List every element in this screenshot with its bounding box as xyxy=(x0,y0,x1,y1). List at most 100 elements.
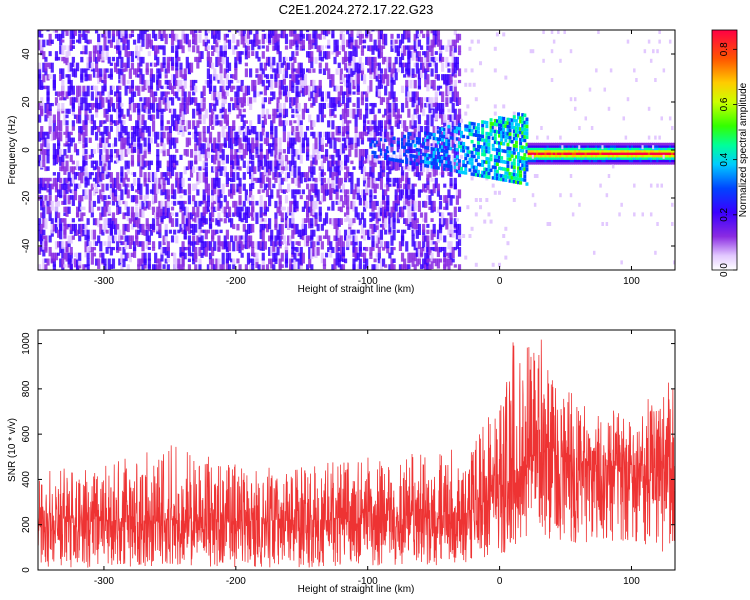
spectrogram-cell xyxy=(42,246,46,257)
spectrogram-cell xyxy=(493,122,497,127)
spectrogram-cell xyxy=(360,45,365,52)
spectrogram-cell xyxy=(405,241,409,252)
spectrogram-cell xyxy=(255,258,259,268)
spectrogram-cell xyxy=(339,160,343,166)
spectrogram-cell xyxy=(367,172,371,180)
spectrogram-cell xyxy=(316,154,320,160)
spectrogram-cell xyxy=(430,79,434,88)
spectrogram-cell xyxy=(84,223,88,235)
spectrogram-cell xyxy=(120,68,124,76)
spectrogram-cell xyxy=(151,45,156,51)
spectrogram-cell xyxy=(63,212,67,216)
spectrogram-cell xyxy=(384,108,388,116)
spectrogram-cell xyxy=(261,68,265,75)
spectrogram-cell xyxy=(82,212,86,217)
spectrogram-cell xyxy=(246,126,251,133)
spectrogram-cell xyxy=(502,178,506,182)
spectrogram-cell xyxy=(350,229,354,235)
spectrogram-cell xyxy=(59,68,63,74)
spectrogram-cell xyxy=(470,157,474,162)
spectrogram-cell xyxy=(162,149,166,157)
spectrogram-cell xyxy=(548,150,552,153)
spectrogram-cell xyxy=(498,126,502,131)
spectrogram-cell xyxy=(291,264,295,270)
spectrogram-cell xyxy=(430,45,434,57)
spectrogram-cell xyxy=(160,189,164,196)
spectrogram-cell xyxy=(512,198,516,202)
spectrogram-cell xyxy=(605,162,609,165)
spectrogram-cell xyxy=(59,189,63,197)
spectrogram-cell xyxy=(346,189,350,195)
spectrogram-cell xyxy=(403,62,407,68)
spectrogram-cell xyxy=(48,102,52,111)
spectrogram-cell xyxy=(206,137,211,148)
spectrogram-cell xyxy=(280,223,284,235)
spectrogram-cell xyxy=(116,102,120,109)
spectrogram-cell xyxy=(284,160,289,171)
spectrogram-cell xyxy=(257,189,261,194)
spectrogram-cell xyxy=(388,56,392,68)
spectrogram-cell xyxy=(97,74,101,84)
spectrogram-cell xyxy=(531,147,535,151)
spectrogram-cell xyxy=(88,102,92,108)
spectrogram-cell xyxy=(217,212,221,220)
spectrogram-cell xyxy=(495,32,499,37)
spectrogram-cell xyxy=(137,131,141,142)
spectrogram-cell xyxy=(113,137,118,147)
spectrogram-cell xyxy=(196,131,200,136)
spectrogram-cell xyxy=(168,79,173,90)
spectrogram-cell xyxy=(284,108,289,118)
spectrogram-cell xyxy=(354,39,358,47)
spectrogram-cell xyxy=(358,56,362,64)
spectrogram-cell xyxy=(415,258,419,267)
spectrogram-cell xyxy=(276,206,280,214)
spectrogram-cell xyxy=(559,135,562,140)
spectrogram-cell xyxy=(189,79,194,88)
spectrogram-cell xyxy=(365,172,369,177)
spectrogram-cell xyxy=(339,166,343,171)
spectrogram-cell xyxy=(607,150,611,153)
spectrogram-cell xyxy=(601,145,604,150)
spectrogram-cell xyxy=(379,166,384,179)
spectrogram-cell xyxy=(120,56,124,69)
spectrogram-cell xyxy=(185,120,189,131)
spectrogram-cell xyxy=(601,152,605,155)
spectrogram-cell xyxy=(641,162,645,165)
spectrogram-cell xyxy=(84,177,88,185)
spectrogram-cell xyxy=(103,149,107,153)
spectrogram-cell xyxy=(84,126,88,137)
spectrogram-cell xyxy=(409,132,413,136)
spectrogram-cell xyxy=(582,150,586,153)
spectrogram-cell xyxy=(348,229,352,241)
spectrogram-cell xyxy=(449,252,453,260)
spectrogram-cell xyxy=(166,120,170,125)
spectrogram-cell xyxy=(179,246,183,257)
spectrogram-cell xyxy=(320,102,324,115)
spectrogram-cell xyxy=(333,172,337,177)
spectrogram-cell xyxy=(240,79,244,87)
spectrogram-cell xyxy=(126,212,130,222)
spectrogram-cell xyxy=(506,153,510,158)
spectrogram-cell xyxy=(65,223,69,230)
spectrogram-cell xyxy=(175,91,179,99)
spectrogram-cell xyxy=(305,30,310,33)
spectrogram-cell xyxy=(238,166,242,171)
spectrogram-cell xyxy=(38,183,42,190)
spectrogram-cell xyxy=(578,142,582,146)
spectrogram-cell xyxy=(132,143,137,153)
spectrogram-cell xyxy=(360,149,365,157)
spectrogram-cell xyxy=(179,62,183,70)
spectrogram-cell xyxy=(343,120,348,124)
spectrogram-cell xyxy=(265,45,270,52)
spectrogram-cell xyxy=(493,118,497,123)
spectrogram-cell xyxy=(179,183,183,194)
spectrogram-cell xyxy=(257,39,261,45)
spectrogram-cell xyxy=(611,157,615,160)
spectrogram-cell xyxy=(485,139,489,143)
spectrogram-cell xyxy=(120,252,124,263)
spectrogram-cell xyxy=(251,143,255,154)
spectrogram-cell xyxy=(259,74,263,84)
spectrogram-cell xyxy=(320,56,324,62)
spectrogram-cell xyxy=(268,56,272,67)
spectrogram-cell xyxy=(405,126,409,133)
